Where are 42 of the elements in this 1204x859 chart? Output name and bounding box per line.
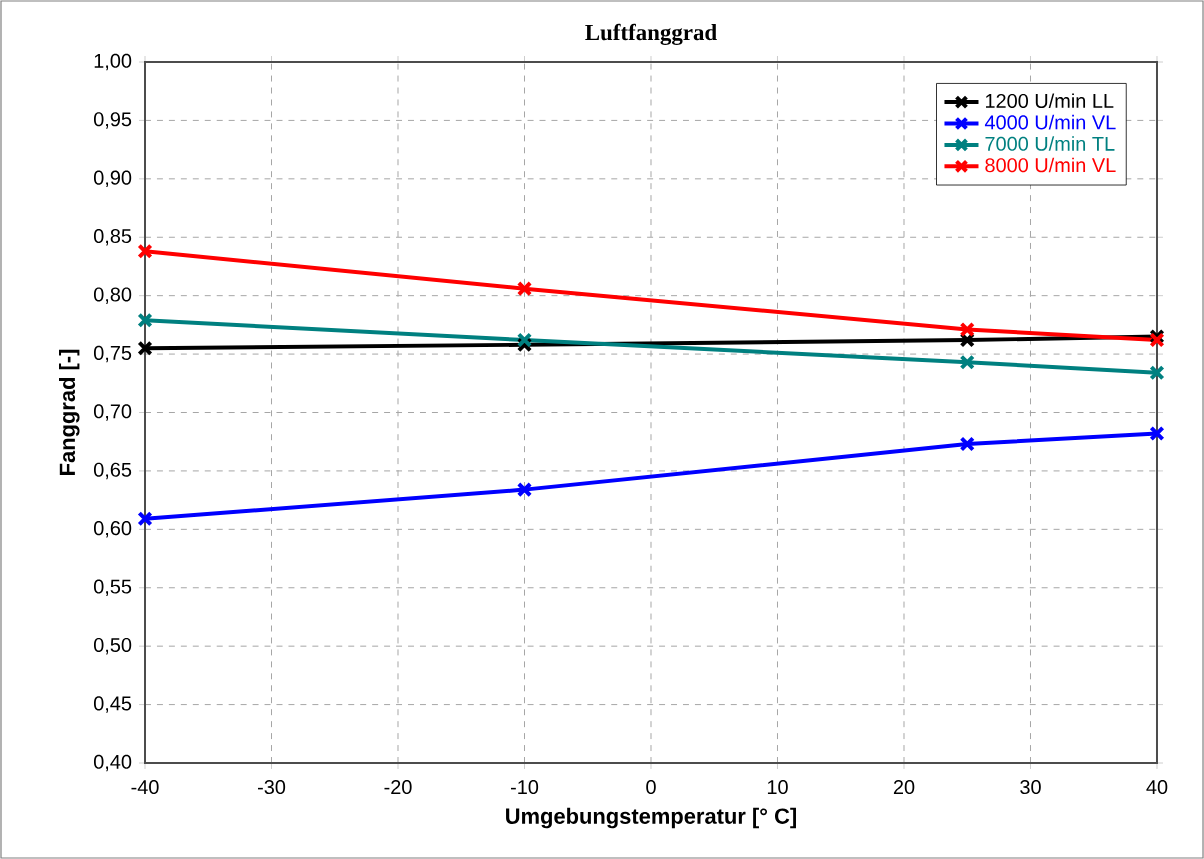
x-tick-label: 30: [1020, 780, 1041, 795]
y-tick-label: 0,90: [93, 170, 132, 188]
point: [1149, 425, 1165, 442]
point: [1149, 365, 1165, 381]
x-tick-label: -30: [257, 780, 286, 795]
point: [516, 332, 533, 348]
y-tick-label: 0,60: [93, 521, 132, 538]
x-tick-label: -20: [384, 780, 412, 795]
x-tick-label: -40: [131, 780, 159, 795]
point: [959, 321, 975, 338]
y-tick-label: 0,75: [93, 345, 132, 363]
legend-label: 7000 U/min TL: [985, 136, 1115, 151]
y-tick-label: 0,80: [93, 287, 132, 304]
x-tick-label: -10: [510, 780, 539, 795]
legend-label: 8000 U/min VL: [985, 157, 1116, 173]
y-tick-label: 1,00: [94, 53, 132, 71]
point: [959, 436, 975, 452]
y-tick-label: 0,85: [93, 229, 132, 246]
y-tick-label: 0,70: [93, 404, 132, 421]
point: [137, 340, 153, 356]
y-tick-label: 0,95: [93, 112, 132, 129]
point: [137, 312, 153, 328]
x-tick-label: 10: [767, 780, 788, 795]
y-tick-label: 0,50: [93, 637, 132, 655]
y-tick-label: 0,65: [93, 462, 132, 480]
y-tick-label: 0,45: [93, 696, 132, 713]
y-axis-title: Fanggrad [-]: [59, 349, 80, 475]
y-tick-label: 0,55: [93, 579, 132, 596]
x-axis-title: Umgebungstemperatur [° C]: [506, 807, 796, 829]
x-tick-label: 0: [646, 780, 656, 795]
y-tick-label: 0,40: [93, 754, 132, 772]
legend-label: 1200 U/min LL: [986, 93, 1114, 109]
point: [959, 354, 975, 370]
point: [516, 481, 533, 498]
point: [137, 243, 153, 259]
x-tick-label: 20: [893, 780, 915, 795]
legend-label: 4000 U/min VL: [984, 114, 1116, 130]
point: [516, 281, 533, 297]
x-tick-label: 40: [1146, 780, 1168, 795]
point: [1149, 332, 1165, 348]
chart-title: Luftfanggrad: [585, 23, 717, 45]
point: [137, 511, 153, 527]
